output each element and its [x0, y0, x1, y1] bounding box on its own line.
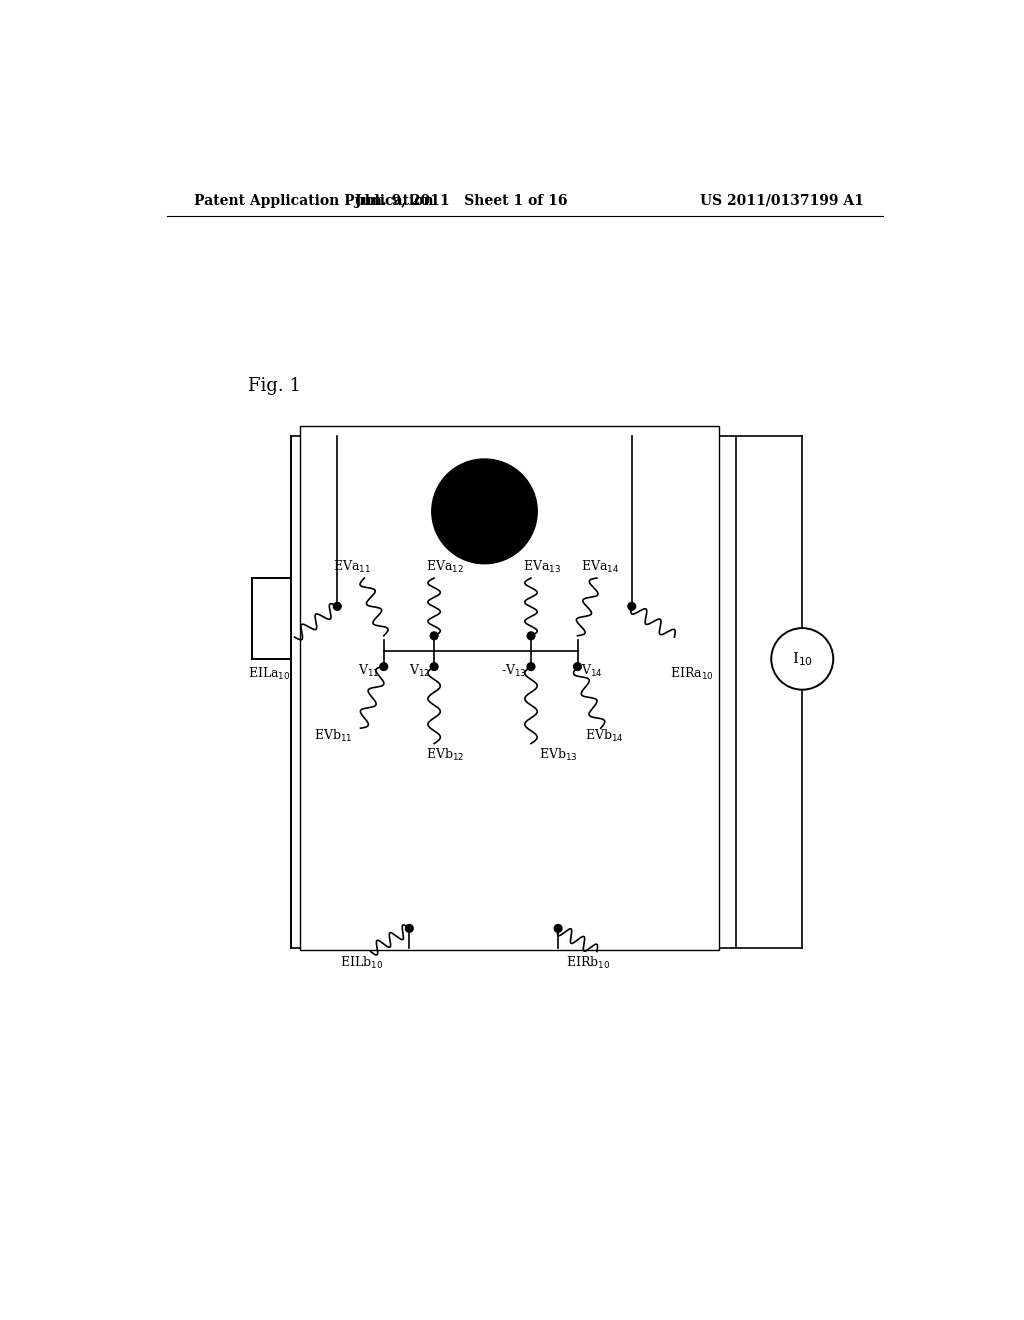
Bar — [291, 436, 736, 948]
Text: EVa$_{13}$: EVa$_{13}$ — [523, 558, 561, 574]
Circle shape — [406, 924, 414, 932]
Text: I$_{10}$: I$_{10}$ — [792, 649, 813, 668]
Circle shape — [527, 632, 535, 640]
Text: EVb$_{12}$: EVb$_{12}$ — [426, 747, 465, 763]
Text: V$_{12}$: V$_{12}$ — [409, 663, 430, 678]
Circle shape — [628, 602, 636, 610]
Text: Fig. 1: Fig. 1 — [248, 376, 301, 395]
Text: Jun. 9, 2011   Sheet 1 of 16: Jun. 9, 2011 Sheet 1 of 16 — [355, 194, 567, 207]
Text: EILa$_{10}$: EILa$_{10}$ — [248, 667, 291, 682]
Text: EVa$_{12}$: EVa$_{12}$ — [426, 558, 464, 574]
Text: EVa$_{11}$: EVa$_{11}$ — [334, 558, 372, 574]
Bar — [628, 578, 717, 659]
Text: EILb$_{10}$: EILb$_{10}$ — [340, 954, 383, 972]
Text: EVb$_{11}$: EVb$_{11}$ — [314, 727, 352, 744]
Circle shape — [771, 628, 834, 689]
Bar — [252, 578, 341, 659]
Text: US 2011/0137199 A1: US 2011/0137199 A1 — [700, 194, 864, 207]
Text: EVb$_{13}$: EVb$_{13}$ — [539, 747, 578, 763]
Text: EVa$_{14}$: EVa$_{14}$ — [582, 558, 620, 574]
Text: V$_{14}$: V$_{14}$ — [582, 663, 603, 678]
Bar — [356, 444, 612, 574]
Text: EIRb$_{10}$: EIRb$_{10}$ — [566, 954, 610, 972]
Circle shape — [573, 663, 582, 671]
Text: -V$_{13}$: -V$_{13}$ — [502, 663, 527, 678]
Circle shape — [554, 924, 562, 932]
Circle shape — [527, 663, 535, 671]
Bar — [523, 817, 593, 944]
Circle shape — [334, 602, 341, 610]
Text: V$_{11}$: V$_{11}$ — [358, 663, 380, 678]
Text: EVb$_{14}$: EVb$_{14}$ — [586, 727, 624, 744]
Circle shape — [430, 663, 438, 671]
Bar — [300, 426, 719, 950]
Bar — [337, 570, 632, 825]
Circle shape — [432, 459, 538, 564]
Circle shape — [380, 663, 388, 671]
Circle shape — [430, 632, 438, 640]
Bar — [375, 817, 444, 944]
Text: EIRa$_{10}$: EIRa$_{10}$ — [670, 667, 713, 682]
Text: Patent Application Publication: Patent Application Publication — [194, 194, 433, 207]
